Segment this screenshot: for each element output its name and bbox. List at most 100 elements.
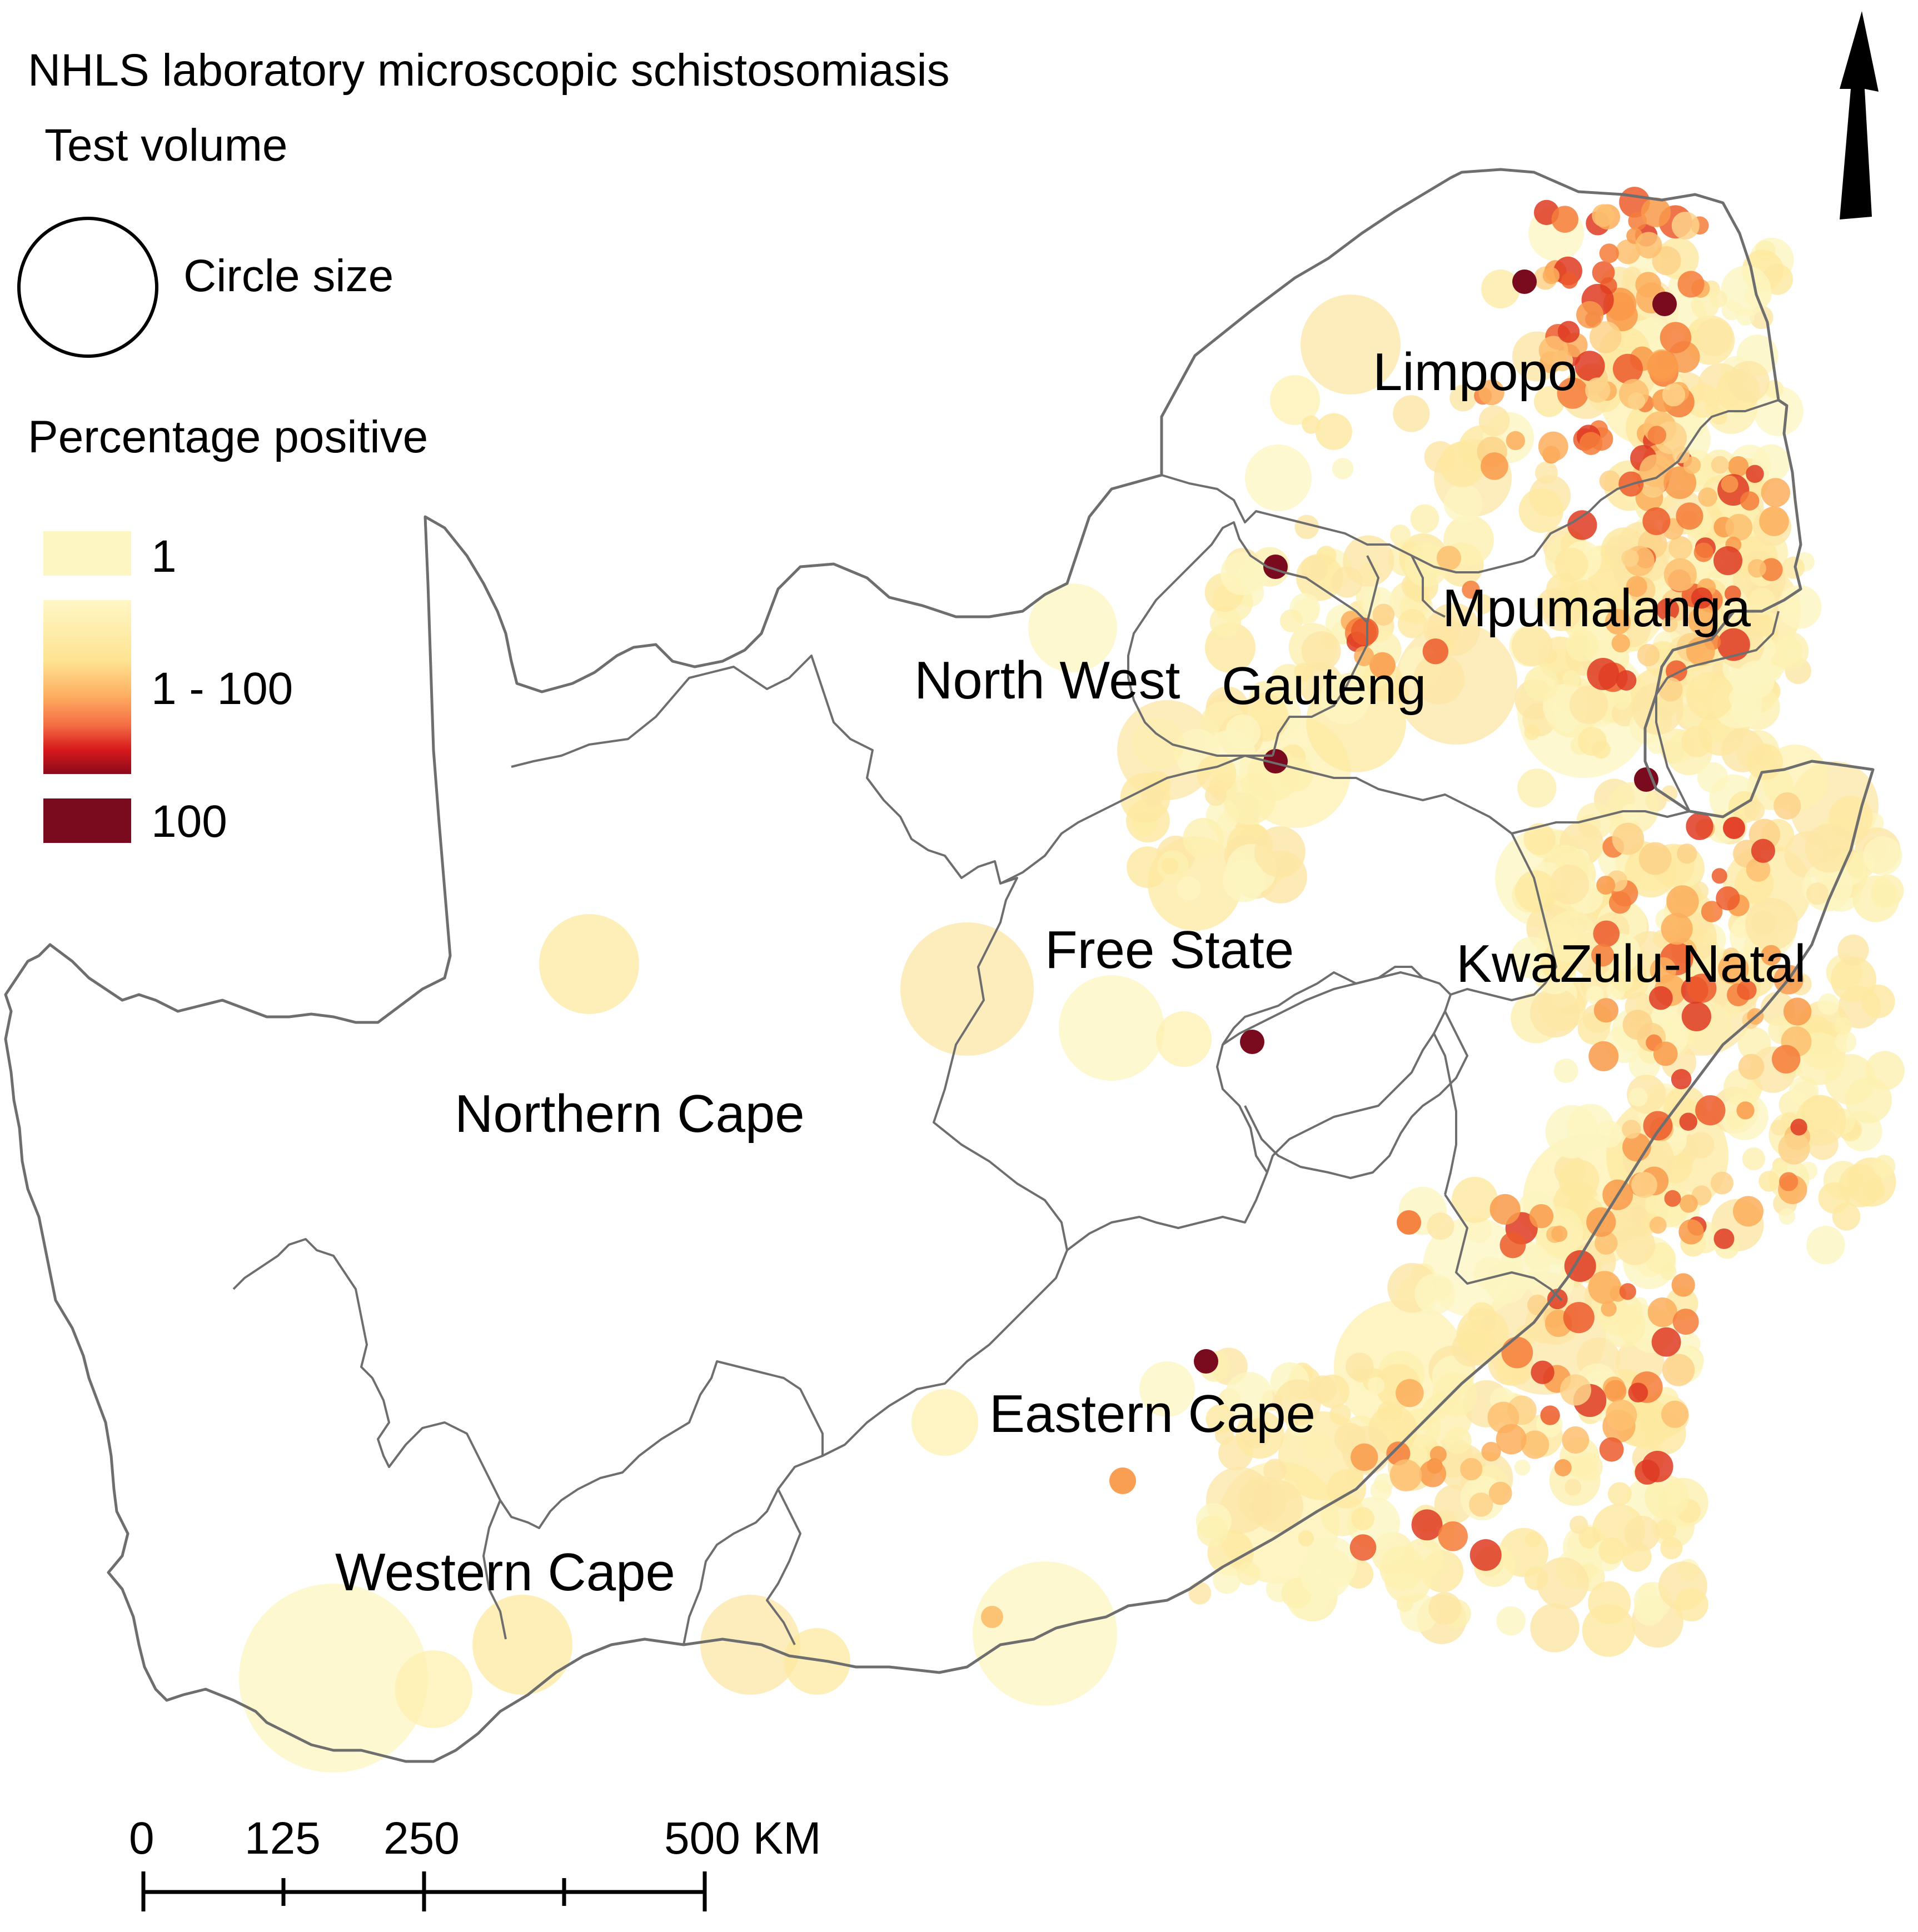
test-volume-circle-positive	[1662, 1354, 1695, 1386]
north-arrow-icon	[1840, 11, 1879, 219]
legend-label-100: 100	[151, 796, 227, 847]
test-volume-circle	[1294, 515, 1319, 540]
test-volume-circle	[1523, 823, 1556, 855]
test-volume-circle-positive	[1661, 1400, 1689, 1428]
test-volume-circle-positive	[1587, 657, 1620, 690]
legend-swatch-1	[43, 531, 131, 576]
test-volume-circle	[1472, 594, 1493, 615]
test-volume-circle-positive	[1650, 957, 1676, 984]
province-label-free-state: Free State	[1045, 920, 1294, 980]
test-volume-circle-positive	[1616, 670, 1637, 691]
test-volume-circle	[1806, 882, 1829, 905]
test-volume-circle	[1728, 361, 1770, 402]
test-volume-circle	[1263, 1459, 1287, 1482]
test-volume-circle	[1585, 986, 1605, 1005]
test-volume-circle	[1432, 1372, 1477, 1417]
test-volume-circle-100	[1263, 555, 1288, 579]
test-volume-circle	[1319, 674, 1370, 725]
test-volume-circle-positive	[1687, 606, 1716, 635]
test-volume-circle-positive	[1771, 1045, 1801, 1074]
test-volume-circle-positive	[1419, 1460, 1447, 1487]
test-volume-circle	[1751, 910, 1777, 936]
test-volume-circle	[1183, 817, 1224, 859]
test-volume-circle-positive	[1585, 377, 1611, 403]
test-volume-circle	[1645, 1475, 1689, 1520]
province-label-gauteng: Gauteng	[1222, 656, 1427, 716]
test-volume-circle	[1807, 1129, 1839, 1160]
test-volume-circle	[1782, 556, 1805, 579]
test-volume-circle	[1661, 785, 1678, 802]
test-volume-circle-positive	[1649, 1216, 1667, 1234]
test-volume-circle-positive	[1501, 1336, 1533, 1369]
test-volume-circle-positive	[1462, 581, 1480, 599]
test-volume-circle-positive	[1489, 1194, 1521, 1225]
test-volume-circle-positive	[1713, 1228, 1735, 1249]
test-volume-circle-positive	[1599, 243, 1619, 263]
test-volume-circle-positive	[1389, 1459, 1422, 1492]
test-volume-circle	[1615, 1225, 1655, 1265]
test-volume-circle	[1628, 1087, 1648, 1107]
test-volume-circle-positive	[1681, 1001, 1712, 1032]
test-volume-circle-positive	[1529, 1204, 1554, 1229]
test-volume-circle-positive	[1551, 1225, 1568, 1242]
test-volume-circle-positive	[1662, 383, 1686, 407]
test-volume-circle-positive	[1560, 1374, 1592, 1406]
test-volume-circle-positive	[1601, 1301, 1617, 1317]
test-volume-circle-positive	[1691, 587, 1712, 609]
test-volume-circle	[1806, 1225, 1845, 1265]
test-volume-circle-large	[1753, 386, 1804, 436]
test-volume-circle	[1525, 1531, 1541, 1547]
test-volume-circle	[1524, 724, 1540, 741]
test-volume-circle-positive	[1651, 1327, 1681, 1357]
test-volume-circle	[1830, 956, 1877, 1002]
test-volume-circle	[1736, 307, 1755, 326]
test-volume-circle	[1558, 1159, 1600, 1200]
test-volume-circle-positive	[1635, 232, 1662, 259]
test-volume-circle	[1577, 727, 1607, 756]
test-volume-circle-positive	[1679, 1112, 1697, 1131]
test-volume-circle-positive	[1683, 456, 1701, 474]
legend-label-1-100: 1 - 100	[151, 663, 293, 714]
test-volume-circle	[1549, 865, 1590, 905]
test-volume-circle-positive	[1773, 792, 1801, 820]
test-volume-circle-positive	[1631, 1172, 1657, 1198]
scale-label-250: 250	[383, 1813, 460, 1864]
test-volume-circle	[1396, 1595, 1413, 1613]
test-volume-circle-positive	[1733, 1196, 1763, 1227]
test-volume-circle	[1444, 1426, 1472, 1454]
test-volume-circle-positive	[1643, 1111, 1673, 1141]
test-volume-circle-positive	[1647, 351, 1678, 382]
test-volume-circle-positive	[1713, 546, 1743, 576]
test-volume-circle	[1533, 386, 1565, 417]
test-volume-circle	[1744, 800, 1765, 821]
test-volume-circle-positive	[1710, 1171, 1734, 1195]
test-volume-circle	[1126, 798, 1170, 843]
test-volume-circle	[1872, 1155, 1896, 1177]
test-volume-circle-positive	[1396, 1379, 1424, 1407]
test-volume-circle-positive	[1611, 633, 1630, 653]
test-volume-circle-positive	[1647, 1297, 1678, 1327]
test-volume-circle-large	[1270, 375, 1320, 425]
test-volume-circle	[1315, 413, 1352, 450]
test-volume-circle-positive	[1562, 1426, 1590, 1454]
test-volume-circle-positive	[1668, 536, 1692, 560]
test-volume-circle	[1566, 629, 1599, 662]
test-volume-circle-positive	[1411, 1509, 1443, 1541]
test-volume-circle-positive	[1718, 953, 1749, 985]
test-volume-circle	[1393, 395, 1430, 432]
test-volume-circle-positive	[1672, 1309, 1699, 1335]
percentage-positive-title: Percentage positive	[28, 412, 429, 462]
test-volume-circle	[1710, 290, 1727, 308]
test-volume-circle-positive	[1554, 1459, 1572, 1476]
test-volume-circle-positive	[1351, 1443, 1378, 1471]
province-boundaries	[232, 399, 1780, 1645]
test-volume-circle-positive	[1579, 432, 1603, 455]
test-volume-circle	[1413, 653, 1465, 705]
test-volume-circle-positive	[1701, 901, 1723, 922]
test-volume-circle-large	[1156, 1011, 1212, 1067]
test-volume-circle	[1613, 693, 1631, 710]
test-volume-circle	[1871, 874, 1904, 907]
test-volume-circle	[1588, 1581, 1631, 1624]
test-volume-circle	[1621, 803, 1640, 822]
test-volume-circle	[1624, 1515, 1660, 1552]
